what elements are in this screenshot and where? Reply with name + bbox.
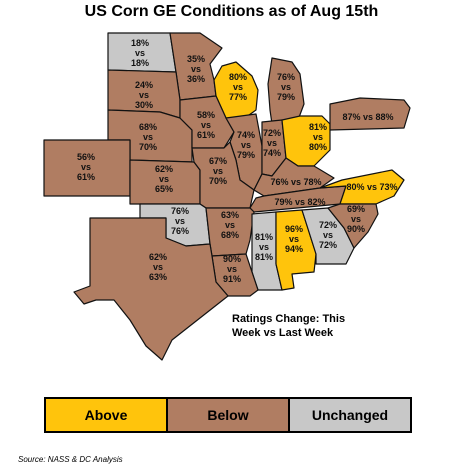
label-ky: 76% vs 78% [270, 177, 321, 187]
label-ms: 81% vs 81% [255, 232, 273, 262]
legend: Above Below Unchanged [44, 397, 412, 433]
state-tx [73, 217, 229, 361]
label-ok: 76% vs 76% [171, 206, 189, 236]
map-title: US Corn GE Conditions as of Aug 15th [84, 3, 379, 20]
label-ks: 62% vs 65% [155, 164, 173, 194]
label-la: 90% vs 91% [223, 254, 241, 284]
legend-below: Below [168, 399, 290, 431]
label-nd: 18% vs 18% [131, 38, 149, 68]
legend-unchanged: Unchanged [290, 399, 410, 431]
state-pa [329, 97, 411, 131]
label-mn: 35% vs 36% [187, 54, 205, 84]
state-mo [191, 141, 255, 209]
source-note: Source: NASS & DC Analysis [18, 455, 123, 464]
state-labels: 18% vs 18% 35% vs 36% 24% vs 30% 80% vs 77% 76% v… [77, 38, 398, 284]
label-al: 96% vs 94% [285, 224, 303, 254]
label-mi: 76% vs 79% [277, 72, 295, 102]
ratings-change-note: Ratings Change: This Week vs Last Week [232, 313, 346, 339]
label-sc: 69% vs 90% [347, 204, 365, 234]
label-mo: 67% vs 70% [209, 156, 227, 186]
label-co: 56% vs 61% [77, 152, 95, 182]
state-nc [319, 169, 405, 205]
label-ne: 68% vs 70% [139, 122, 157, 152]
label-pa: 87% vs 88% [342, 112, 393, 122]
label-nc: 80% vs 73% [346, 182, 397, 192]
state-sc [327, 203, 379, 249]
state-ky [253, 157, 335, 197]
label-wi: 80% vs 77% [229, 72, 247, 102]
legend-above: Above [46, 399, 168, 431]
label-ar: 63% vs 68% [221, 210, 239, 240]
label-ga: 72% vs 72% [319, 220, 337, 250]
label-ia: 58% vs 61% [197, 110, 215, 140]
label-il: 74% vs 79% [237, 130, 255, 160]
label-oh: 81% vs 80% [309, 122, 327, 152]
label-in: 72% vs 74% [263, 128, 281, 158]
label-sd: 24% vs 30% [135, 80, 153, 110]
label-tx: 62% vs 63% [149, 252, 167, 282]
label-tn: 79% vs 82% [274, 197, 325, 207]
